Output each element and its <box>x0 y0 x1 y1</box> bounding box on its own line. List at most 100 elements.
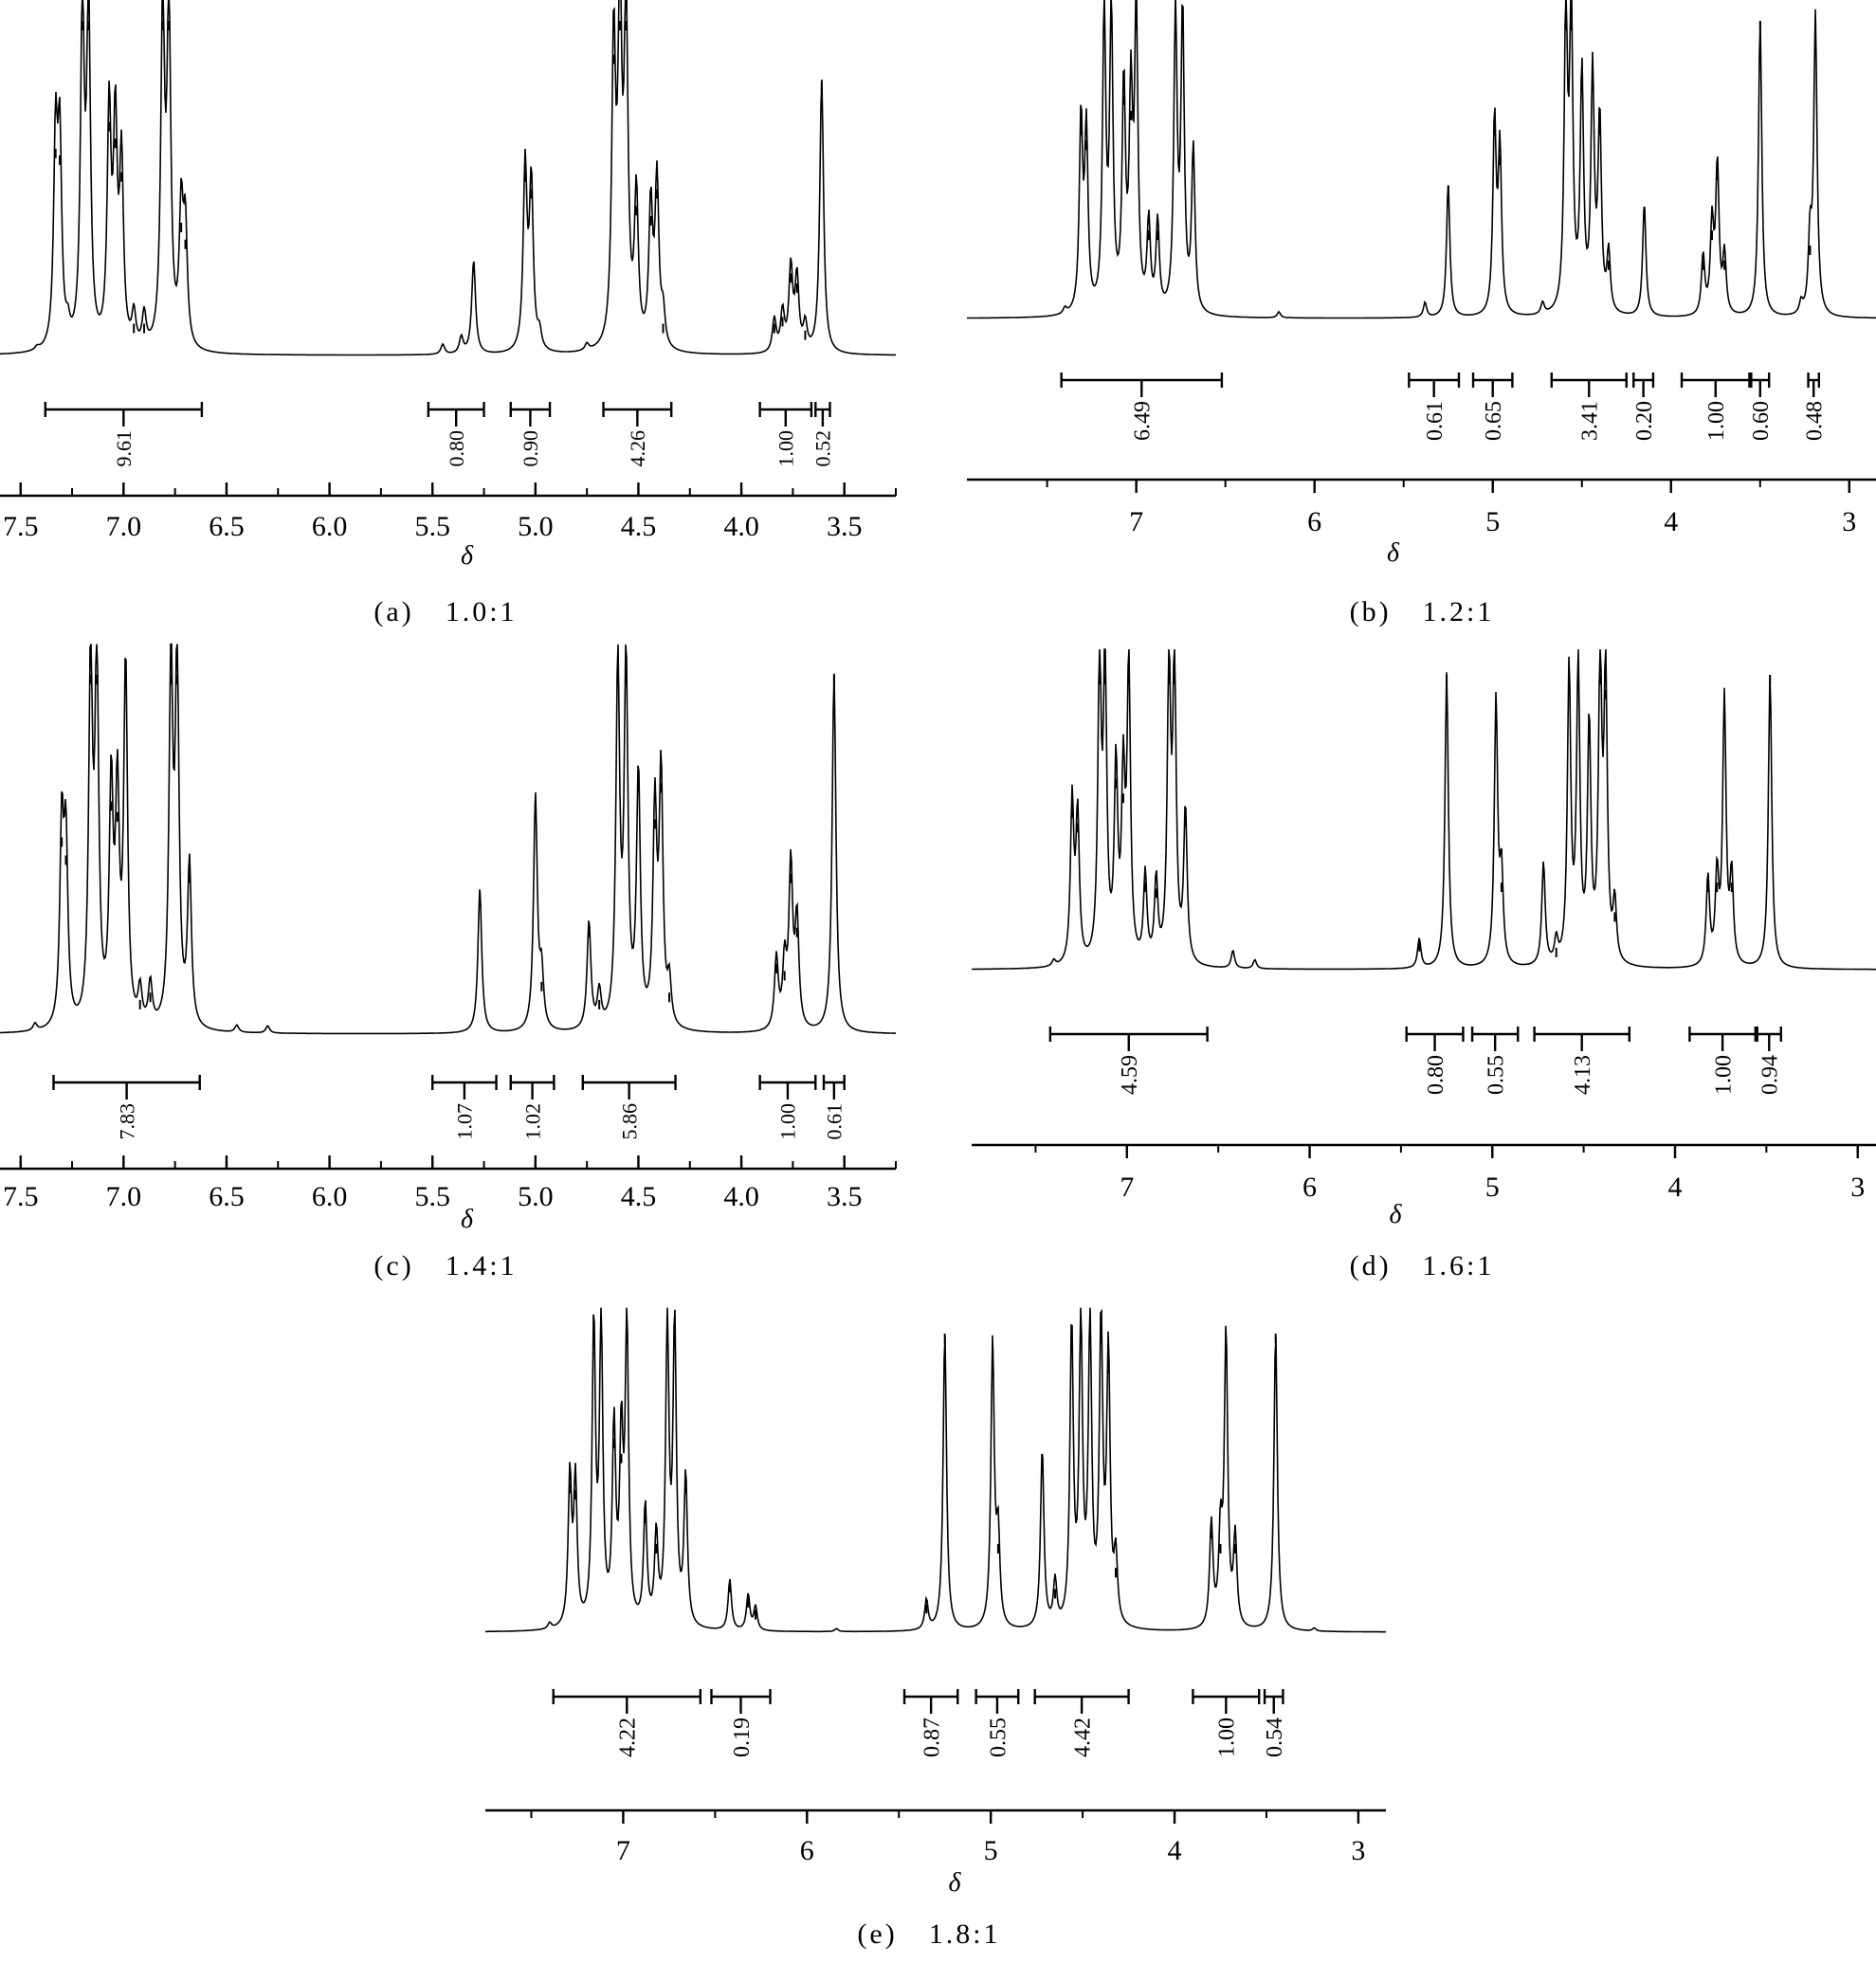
integral-b-3: 3.41 <box>1550 373 1628 441</box>
x-tick-label: 3 <box>1850 1172 1865 1203</box>
x-tick-label: 4 <box>1668 1172 1683 1203</box>
integral-label: 9.61 <box>112 430 136 467</box>
spectrum-panel-a: 9.61 0.80 0.90 4.26 1.00 0.52 7.5 7.0 6.5 6.0 5.5 5… <box>0 0 897 627</box>
x-tick-label: 6.5 <box>209 1181 245 1212</box>
integral-a-1: 0.80 <box>427 402 485 467</box>
integral-label: 4.13 <box>1571 1055 1595 1095</box>
x-tick-label: 3.5 <box>827 511 863 542</box>
x-tick-label: 3 <box>1351 1835 1365 1866</box>
x-tick-label: 3.5 <box>827 1181 863 1212</box>
integral-label: 0.55 <box>986 1718 1011 1757</box>
integral-label: 4.22 <box>616 1718 641 1757</box>
x-tick-label: 7 <box>616 1835 630 1866</box>
x-axis-label: δ <box>1389 1200 1402 1229</box>
x-axis-label: δ <box>948 1868 961 1898</box>
integral-e-6: 0.54 <box>1263 1689 1287 1757</box>
x-axis-label: δ <box>461 541 474 571</box>
spectrum-panel-e: 4.22 0.19 0.87 0.55 4.42 1.00 0.54 7 6 5 4 3 δ (e) 1.… <box>485 1307 1386 1950</box>
integral-d-2: 0.55 <box>1470 1027 1520 1095</box>
x-tick-label: 6 <box>1302 1172 1317 1203</box>
x-tick-label: 3 <box>1842 506 1856 537</box>
integral-label: 1.00 <box>1712 1055 1737 1095</box>
integral-a-2: 0.90 <box>509 402 552 467</box>
x-tick-label: 5.5 <box>414 1181 450 1212</box>
integral-label: 1.00 <box>774 430 797 467</box>
x-tick-label: 4 <box>1168 1835 1182 1866</box>
x-tick-label: 7.0 <box>106 1181 142 1212</box>
integral-b-5: 1.00 <box>1680 373 1751 441</box>
integral-label: 0.61 <box>1423 401 1448 441</box>
integral-label: 5.86 <box>617 1103 641 1140</box>
spectrum-line-b <box>967 0 1876 319</box>
integral-e-4: 4.42 <box>1033 1689 1130 1757</box>
x-tick-label: 6.5 <box>209 511 245 542</box>
integral-label: 0.65 <box>1482 401 1506 441</box>
spectrum-line-e <box>485 1307 1386 1633</box>
x-axis-label: δ <box>461 1205 474 1234</box>
x-tick-label: 6 <box>800 1835 814 1866</box>
integral-d-4: 1.00 <box>1688 1027 1758 1095</box>
integral-a-0: 9.61 <box>44 402 204 467</box>
spectrum-panel-d: 4.59 0.80 0.55 4.13 1.00 0.94 7 6 5 4 3 δ (d) 1.6:1 <box>972 648 1876 1281</box>
integral-label: 1.00 <box>1215 1718 1240 1757</box>
integral-d-1: 0.80 <box>1405 1027 1465 1095</box>
x-tick-label: 5.0 <box>518 511 554 542</box>
integral-b-2: 0.65 <box>1471 373 1514 441</box>
integral-label: 4.59 <box>1118 1055 1142 1095</box>
integral-label: 0.55 <box>1484 1055 1509 1095</box>
integral-label: 0.60 <box>1749 401 1774 441</box>
integral-label: 0.87 <box>920 1718 945 1757</box>
integral-label: 0.48 <box>1803 401 1828 441</box>
spectrum-line-a <box>0 0 896 356</box>
integral-label: 0.94 <box>1758 1055 1783 1095</box>
integral-label: 1.07 <box>453 1103 477 1140</box>
panel-caption: (a) 1.0:1 <box>373 596 517 627</box>
integral-label: 0.80 <box>1424 1055 1448 1095</box>
integral-label: 1.00 <box>776 1103 800 1140</box>
integral-d-5: 0.94 <box>1756 1027 1783 1095</box>
x-tick-label: 6.0 <box>312 1181 348 1212</box>
integral-label: 0.19 <box>730 1718 755 1757</box>
integral-label: 0.61 <box>823 1103 847 1140</box>
integral-label: 0.20 <box>1632 401 1657 441</box>
x-tick-label: 4 <box>1664 506 1678 537</box>
x-tick-label: 7 <box>1120 1172 1134 1203</box>
integral-b-0: 6.49 <box>1060 373 1224 441</box>
x-tick-label: 7.5 <box>3 1181 39 1212</box>
integral-c-5: 0.61 <box>823 1075 847 1140</box>
integral-b-7: 0.48 <box>1803 373 1828 441</box>
integral-d-3: 4.13 <box>1533 1027 1631 1095</box>
integral-label: 0.52 <box>811 430 835 467</box>
panel-caption: (e) 1.8:1 <box>857 1918 1000 1950</box>
x-tick-label: 4.0 <box>723 1181 759 1212</box>
x-tick-label: 7 <box>1129 506 1143 537</box>
integral-a-5: 0.52 <box>811 402 835 467</box>
spectrum-panel-c: 7.83 1.07 1.02 5.86 1.00 0.61 7.5 7.0 6.5 6.0 5.5 5… <box>0 643 897 1281</box>
integral-e-0: 4.22 <box>552 1689 702 1757</box>
x-tick-label: 4.5 <box>621 1181 657 1212</box>
integral-label: 1.02 <box>520 1103 544 1140</box>
x-tick-label: 5 <box>984 1835 998 1866</box>
integral-label: 4.26 <box>626 430 649 467</box>
panel-caption: (d) 1.6:1 <box>1350 1250 1495 1281</box>
integral-label: 0.90 <box>519 430 542 467</box>
x-tick-label: 4.5 <box>621 511 657 542</box>
spectrum-line-c <box>0 643 896 1035</box>
integral-label: 0.54 <box>1263 1718 1287 1757</box>
x-tick-label: 7.5 <box>3 511 39 542</box>
integral-label: 0.80 <box>445 430 468 467</box>
integral-e-5: 1.00 <box>1192 1689 1261 1757</box>
integral-label: 1.00 <box>1704 401 1729 441</box>
x-tick-label: 7.0 <box>106 511 142 542</box>
integral-label: 7.83 <box>115 1103 138 1140</box>
integral-b-4: 0.20 <box>1632 373 1657 441</box>
integral-c-4: 1.00 <box>758 1075 817 1140</box>
integral-a-4: 1.00 <box>758 402 813 467</box>
integral-label: 6.49 <box>1131 401 1156 441</box>
integral-e-2: 0.87 <box>902 1689 959 1757</box>
integral-c-2: 1.02 <box>509 1075 556 1140</box>
integral-b-1: 0.61 <box>1408 373 1461 441</box>
integral-c-1: 1.07 <box>431 1075 498 1140</box>
integral-c-3: 5.86 <box>581 1075 677 1140</box>
